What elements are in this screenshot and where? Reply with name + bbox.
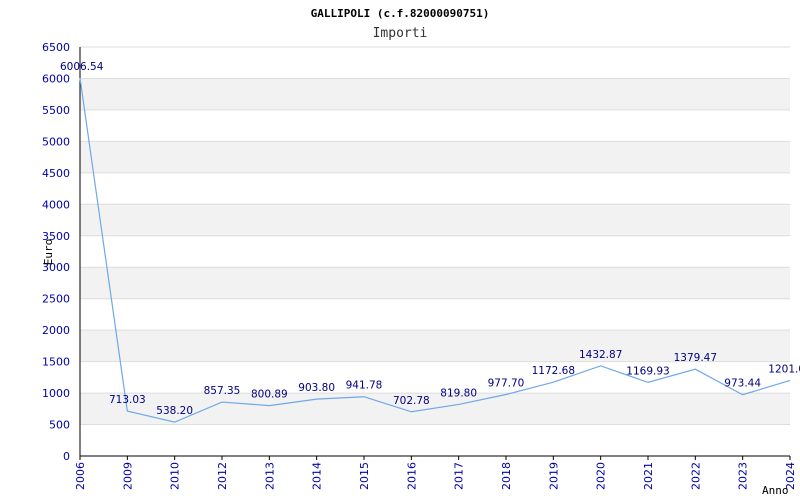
data-label: 713.03 [109,394,146,406]
data-label: 903.80 [298,382,335,394]
background-bands [80,78,790,425]
data-label: 1432.87 [579,349,622,361]
data-label: 1201.00 [768,363,800,375]
chart-subtitle: Importi [373,26,428,41]
y-tick-label: 3000 [42,261,70,274]
y-tick-labels: 0 500 1000 1500 2000 2500 3000 3500 4000 4500 5000… [42,41,70,463]
background-band [80,78,790,110]
y-tick-label: 2000 [42,324,70,337]
x-tick-label: 2023 [737,462,750,490]
x-tick-label: 2020 [595,462,608,490]
y-tick-label: 1000 [42,387,70,400]
data-label: 819.80 [440,387,477,399]
x-tick-label: 2006 [74,462,87,490]
x-tick-labels: 2006 2009 2010 2012 2013 2014 2015 2016 2017 2018… [74,456,797,490]
background-band [80,204,790,236]
x-tick-label: 2016 [405,462,418,490]
y-tick-label: 5000 [42,135,70,148]
data-label: 973.44 [724,378,761,390]
y-tick-label: 1500 [42,356,70,369]
x-tick-label: 2012 [216,462,229,490]
y-tick-label: 6000 [42,72,70,85]
x-tick-label: 2009 [121,462,134,490]
series-line [79,77,791,423]
x-tick-label: 2013 [263,462,276,490]
x-tick-label: 2021 [642,462,655,490]
data-label: 538.20 [156,405,193,417]
data-labels: 6006.54 713.03 538.20 857.35 800.89 903.80 941… [60,61,800,417]
background-band [80,393,790,425]
x-axis-title: Anno [762,484,789,497]
data-label: 857.35 [204,385,241,397]
y-tick-label: 2500 [42,293,70,306]
chart-title: GALLIPOLI (c.f.82000090751) [311,7,490,20]
x-tick-label: 2015 [358,462,371,490]
data-label: 800.89 [251,389,288,401]
y-tick-label: 5500 [42,104,70,117]
data-label: 941.78 [346,380,383,392]
y-tick-label: 3500 [42,230,70,243]
data-label: 6006.54 [60,61,104,73]
y-axis-title: Euro [42,239,55,266]
x-tick-label: 2014 [311,462,324,490]
data-label: 702.78 [393,395,430,407]
x-tick-label: 2017 [453,462,466,490]
background-band [80,141,790,173]
x-tick-label: 2018 [500,462,513,490]
x-tick-label: 2022 [689,462,702,490]
data-label: 1379.47 [674,352,717,364]
y-tick-label: 4500 [42,167,70,180]
x-tick-label: 2019 [547,462,560,490]
data-label: 1169.93 [626,365,669,377]
y-tick-label: 0 [63,450,70,463]
data-label: 977.70 [488,377,525,389]
y-tick-label: 4000 [42,198,70,211]
background-band [80,267,790,299]
background-band [80,330,790,362]
data-label: 1172.68 [532,365,575,377]
x-tick-label: 2010 [169,462,182,490]
x-tick-label: 2024 [784,462,797,490]
y-tick-label: 6500 [42,41,70,54]
y-tick-label: 500 [49,419,70,432]
